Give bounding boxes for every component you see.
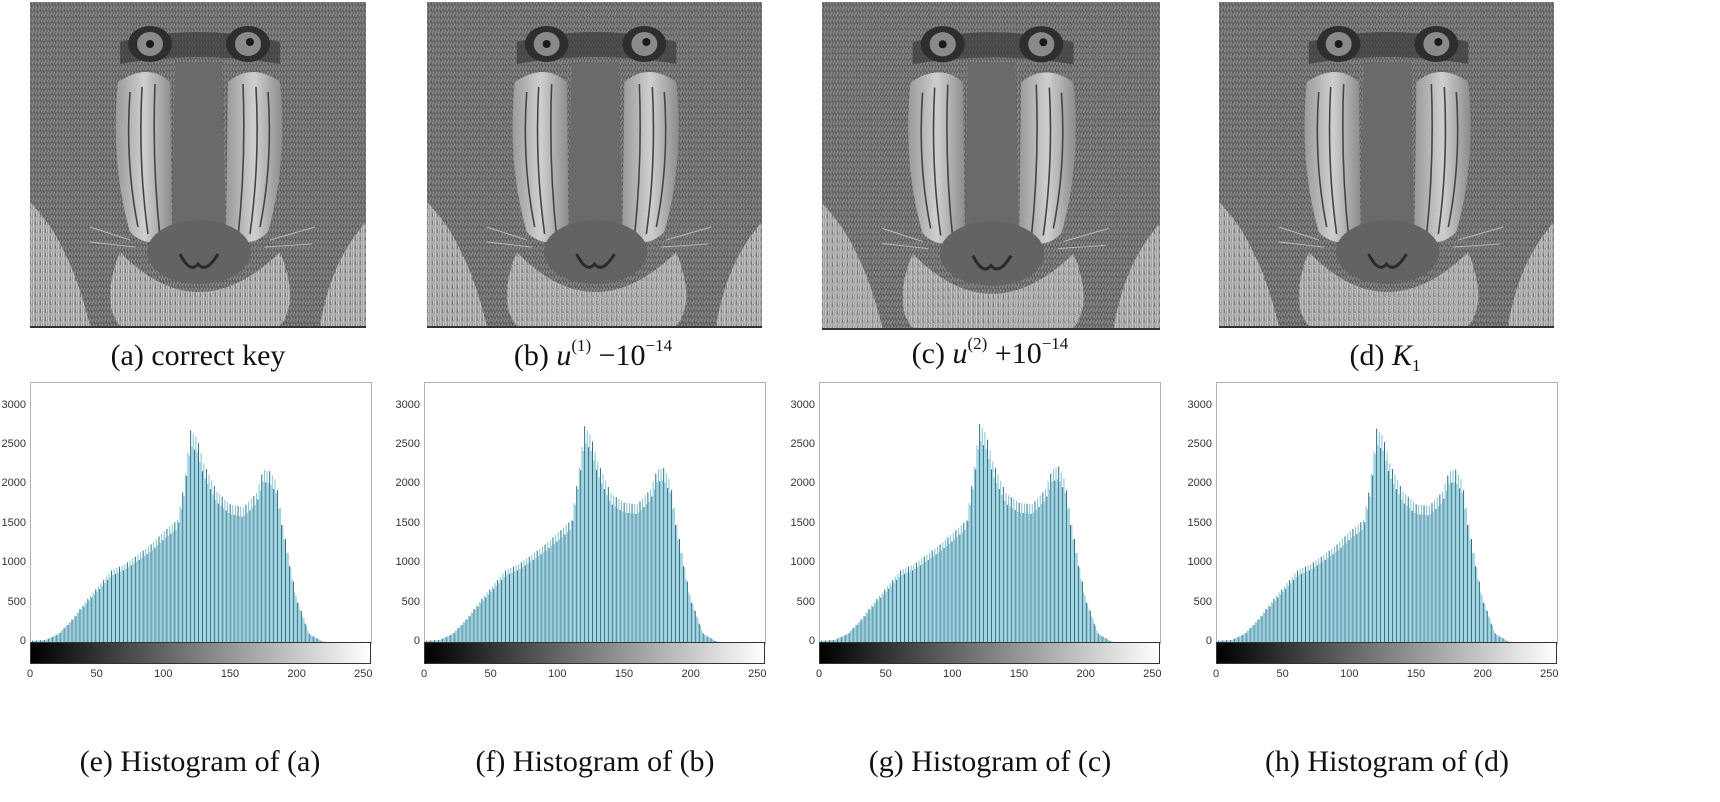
y-tick-label: 3000	[790, 398, 815, 411]
x-tick-label: 250	[354, 668, 373, 680]
x-tick-label: 0	[1212, 668, 1220, 680]
baboon-image	[822, 2, 1160, 328]
y-tick-label: 2000	[1187, 477, 1212, 490]
y-tick-label: 0	[1205, 635, 1212, 647]
histogram-bars	[426, 426, 729, 643]
x-tick-label: 200	[1076, 668, 1095, 680]
y-tick-label: 3000	[1187, 398, 1212, 411]
x-tick-label: 100	[1340, 668, 1359, 680]
x-tick-label: 0	[420, 668, 428, 680]
caption-b: (b) u(1) −10−14	[513, 336, 673, 372]
y-tick-label: 2500	[1187, 438, 1212, 451]
image-c-perturbed-u2	[822, 2, 1160, 330]
caption-a: (a) correct key	[0, 338, 408, 374]
x-tick-label: 50	[879, 668, 892, 680]
math-u: u	[952, 337, 968, 370]
grayscale-colorbar	[1216, 642, 1557, 664]
y-tick-label: 500	[401, 595, 420, 608]
y-tick-label: 2000	[395, 477, 420, 490]
image-a-correct-key	[30, 2, 366, 328]
grayscale-colorbar	[424, 642, 765, 664]
caption-g: (g) Histogram of (c)	[868, 745, 1112, 778]
plot-area	[1216, 382, 1558, 644]
math-K: K	[1391, 339, 1412, 372]
image-b-perturbed-u1	[427, 2, 762, 328]
x-tick-label: 100	[943, 668, 962, 680]
baboon-image	[30, 2, 366, 326]
y-tick-label: 3000	[1, 398, 26, 411]
y-tick-label: 500	[7, 595, 26, 608]
x-tick-label: 250	[748, 668, 767, 680]
y-tick-label: 1000	[790, 556, 815, 569]
math-u: u	[556, 339, 572, 372]
y-tick-label: 2000	[790, 477, 815, 490]
histogram-bars	[1218, 428, 1521, 643]
caption-f: (f) Histogram of (b)	[475, 745, 715, 778]
caption-c: (c) u(2) +10−14	[911, 334, 1069, 370]
y-tick-label: 1000	[1187, 556, 1212, 569]
x-tick-label: 200	[287, 668, 306, 680]
baboon-image	[427, 2, 762, 326]
y-tick-label: 2500	[1, 438, 26, 451]
plot-area	[30, 382, 372, 644]
y-tick-label: 2000	[1, 477, 26, 490]
y-tick-label: 1500	[395, 516, 420, 529]
x-tick-label: 150	[1009, 668, 1029, 680]
x-tick-label: 250	[1143, 668, 1162, 680]
plot-area	[819, 382, 1161, 644]
x-tick-label: 200	[681, 668, 700, 680]
y-tick-label: 1500	[1, 516, 26, 529]
x-tick-label: 100	[154, 668, 173, 680]
x-tick-label: 50	[1276, 668, 1289, 680]
y-tick-label: 2500	[790, 438, 815, 451]
caption-e: (e) Histogram of (a)	[79, 745, 321, 778]
y-tick-label: 0	[808, 635, 815, 647]
caption-h: (h) Histogram of (d)	[1264, 745, 1510, 778]
y-tick-label: 0	[19, 635, 26, 647]
x-tick-label: 50	[90, 668, 103, 680]
plot-area	[424, 382, 766, 644]
x-tick-label: 100	[548, 668, 567, 680]
y-tick-label: 1000	[395, 556, 420, 569]
x-tick-label: 150	[1406, 668, 1426, 680]
y-tick-label: 500	[796, 595, 815, 608]
x-tick-label: 200	[1473, 668, 1492, 680]
grayscale-colorbar	[819, 642, 1160, 664]
y-tick-label: 1500	[790, 516, 815, 529]
x-tick-label: 150	[614, 668, 634, 680]
x-tick-label: 0	[26, 668, 34, 680]
y-tick-label: 3000	[395, 398, 420, 411]
y-tick-label: 1500	[1187, 516, 1212, 529]
x-tick-label: 50	[484, 668, 497, 680]
caption-d: (d) K1	[1349, 339, 1421, 375]
x-tick-label: 150	[220, 668, 240, 680]
x-tick-label: 0	[815, 668, 823, 680]
baboon-image	[1219, 2, 1554, 326]
y-tick-label: 500	[1193, 595, 1212, 608]
histogram-bars	[32, 430, 335, 643]
x-tick-label: 250	[1540, 668, 1559, 680]
y-tick-label: 2500	[395, 438, 420, 451]
grayscale-colorbar	[30, 642, 371, 664]
caption-a-text: (a) correct key	[110, 339, 286, 372]
y-tick-label: 1000	[1, 556, 26, 569]
y-tick-label: 0	[413, 635, 420, 647]
histogram-bars	[821, 423, 1124, 643]
image-d-K1	[1219, 2, 1554, 328]
